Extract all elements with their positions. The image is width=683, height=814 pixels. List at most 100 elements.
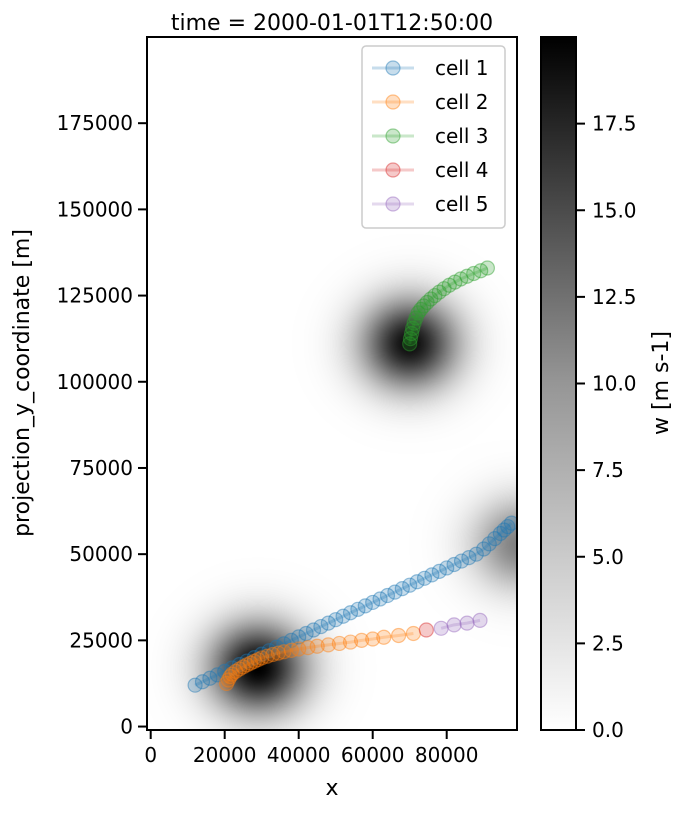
data-point — [406, 315, 422, 331]
series-1 — [187, 515, 517, 693]
colorbar-ticks: 0.0 2.5 5.0 7.5 10.0 12.5 15.0 17.5 — [576, 112, 637, 742]
data-point — [487, 531, 503, 547]
data-point — [365, 594, 381, 611]
y-tick-label: 0 — [120, 715, 133, 739]
data-point — [447, 274, 463, 290]
x-tick-label: 0 — [144, 743, 157, 767]
data-point — [254, 650, 270, 666]
data-point — [461, 550, 477, 566]
data-point — [202, 670, 218, 686]
data-point — [479, 260, 495, 276]
data-point — [376, 629, 392, 645]
data-point — [291, 629, 307, 645]
x-axis-label: x — [325, 776, 338, 801]
colorbar-tick-label: 2.5 — [592, 631, 624, 655]
data-point — [394, 581, 410, 597]
data-point — [342, 605, 359, 621]
data-point — [431, 563, 447, 580]
y-axis: 0 25000 50000 75000 100000 125000 150000 175000 — [57, 111, 147, 739]
data-point — [503, 515, 517, 531]
y-tick-label: 175000 — [57, 111, 133, 135]
colorbar-label: w [m s-1] — [649, 331, 674, 435]
data-point — [231, 661, 248, 677]
data-point — [354, 632, 370, 648]
legend-marker — [385, 128, 401, 144]
data-point — [305, 622, 322, 638]
legend-entry: cell 5 — [372, 192, 489, 216]
x-tick-label: 60000 — [341, 743, 405, 767]
data-point — [459, 268, 475, 284]
legend-label: cell 1 — [435, 56, 489, 80]
data-point — [416, 570, 433, 586]
data-point — [500, 518, 516, 535]
data-point — [224, 660, 240, 676]
data-point — [492, 525, 508, 542]
data-point — [254, 646, 270, 662]
series-layer — [187, 260, 517, 693]
data-point — [270, 645, 286, 661]
data-point — [243, 655, 259, 671]
plot-frame — [146, 36, 518, 731]
data-point — [194, 674, 211, 690]
data-point — [379, 587, 396, 604]
data-point — [459, 615, 475, 631]
y-axis-label: projection_y_coordinate [m] — [10, 229, 35, 537]
colorbar: 0.0 2.5 5.0 7.5 10.0 12.5 15.0 17.5 w [m s-1] — [540, 36, 674, 742]
data-point — [320, 615, 336, 631]
legend-label: cell 2 — [435, 90, 489, 114]
data-point — [453, 271, 469, 287]
x-tick-label: 80000 — [415, 743, 479, 767]
data-point — [472, 612, 488, 628]
legend-marker — [385, 94, 401, 110]
data-point — [436, 281, 452, 297]
data-point — [246, 649, 262, 666]
data-point — [265, 646, 281, 663]
legend-marker — [385, 196, 401, 212]
data-point — [300, 639, 316, 656]
data-point — [391, 627, 407, 644]
data-point — [298, 625, 314, 642]
y-tick-label: 25000 — [69, 628, 133, 652]
data-point — [416, 298, 432, 314]
series-line — [194, 522, 513, 687]
series-2 — [218, 625, 421, 692]
data-point — [335, 608, 351, 624]
x-tick-label: 40000 — [267, 743, 331, 767]
colorbar-gradient — [541, 37, 576, 730]
colorbar-tick-label: 17.5 — [592, 112, 637, 136]
data-point — [220, 672, 236, 688]
data-point — [402, 577, 418, 593]
data-point — [402, 331, 419, 347]
series-5 — [433, 612, 488, 636]
data-point — [466, 265, 482, 282]
colorbar-tick-label: 10.0 — [592, 372, 637, 396]
legend-marker — [385, 60, 401, 76]
data-point — [402, 336, 418, 352]
colorbar-tick-label: 15.0 — [592, 198, 637, 222]
data-point — [387, 584, 403, 600]
data-point — [405, 320, 421, 336]
series-line — [225, 631, 414, 685]
data-point — [239, 657, 255, 673]
colorbar-tick-label: 0.0 — [592, 718, 624, 742]
y-tick-label: 150000 — [57, 197, 133, 221]
legend: cell 1 cell 2 cell 3 cell 4 cell 5 — [361, 45, 506, 229]
x-axis: 0 20000 40000 60000 80000 — [144, 730, 479, 767]
data-point — [218, 675, 235, 692]
legend-entry: cell 1 — [372, 56, 489, 80]
data-point — [342, 634, 359, 650]
data-point — [228, 663, 244, 679]
data-point — [235, 659, 251, 675]
data-point — [331, 635, 347, 652]
data-point — [250, 652, 266, 668]
y-tick-label: 125000 — [57, 284, 133, 308]
colorbar-tick-label: 12.5 — [592, 285, 637, 309]
series-3 — [402, 260, 495, 352]
data-point — [424, 567, 440, 583]
data-point — [350, 601, 366, 617]
data-point — [433, 620, 449, 636]
legend-label: cell 5 — [435, 192, 489, 216]
data-point — [418, 622, 434, 638]
colorbar-tick-label: 5.0 — [592, 545, 624, 569]
data-point — [476, 541, 492, 557]
